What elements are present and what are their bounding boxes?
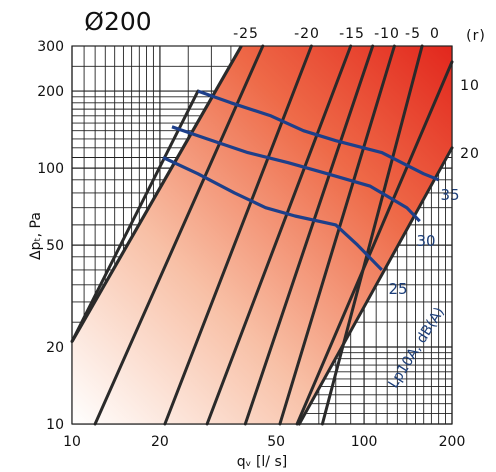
damper-setting-label: -5 [405, 26, 421, 42]
damper-line [93, 44, 265, 426]
damper-line [278, 44, 396, 426]
operating-region [72, 46, 452, 424]
x-tick-label: 20 [151, 434, 169, 450]
y-tick-label: 50 [46, 238, 64, 254]
damper-line [297, 146, 454, 426]
x-tick-label: 10 [63, 434, 81, 450]
damper-setting-label: 0 [430, 26, 440, 42]
damper-line [243, 44, 375, 426]
y-tick-label: 20 [46, 340, 64, 356]
damper-setting-label: -20 [294, 26, 320, 42]
noise-level-label: 30 [416, 232, 435, 250]
y-tick-label: 100 [37, 161, 64, 177]
x-tick-label: 100 [351, 434, 378, 450]
noise-curve [171, 125, 421, 223]
damper-setting-label: -15 [339, 26, 365, 42]
x-tick-label: 200 [439, 434, 466, 450]
noise-level-label: 35 [440, 186, 459, 204]
damper-line [163, 44, 313, 426]
y-tick-label: 200 [37, 84, 64, 100]
noise-lines [162, 89, 440, 272]
damper-setting-label: 10 [460, 78, 480, 94]
x-tick-label: 50 [267, 434, 285, 450]
damper-line [295, 60, 454, 426]
damper-setting-label: 20 [460, 146, 480, 162]
y-tick-label: 10 [46, 417, 64, 433]
y-axis-label: Δpₜ, Pa [28, 212, 44, 260]
y-tick-label: 300 [37, 39, 64, 55]
damper-line [320, 44, 424, 426]
chart-title: Ø200 [84, 7, 151, 36]
plot-frame [71, 45, 453, 425]
x-axis-label: qᵥ [l/ s] [237, 454, 287, 470]
damper-setting-label: -25 [233, 26, 259, 42]
damper-setting-label: -10 [374, 26, 400, 42]
damper-line [70, 89, 200, 343]
noise-level-label: 25 [388, 280, 407, 298]
damper-setting-title: (r) [466, 28, 486, 44]
damper-line [205, 44, 353, 426]
noise-curve [162, 156, 383, 272]
noise-curve [197, 89, 440, 182]
